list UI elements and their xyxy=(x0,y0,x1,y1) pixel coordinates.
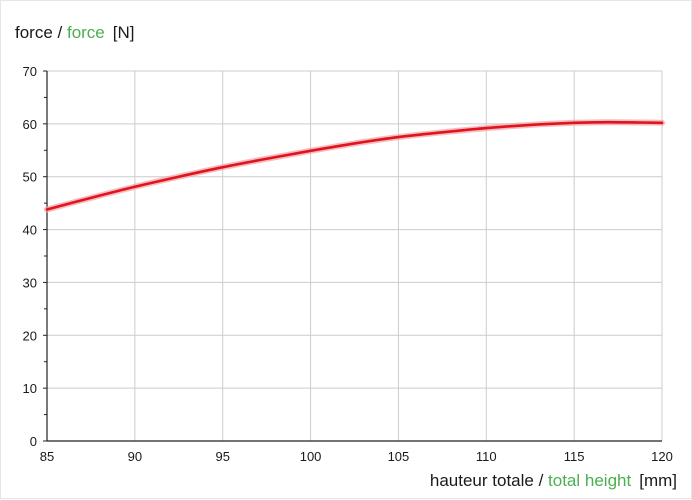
tick-labels: 85 90 95 100 105 110 115 120 0 10 20 30 40 50 60 70 xyxy=(23,64,673,464)
x-tick-label: 100 xyxy=(300,449,322,464)
y-tick-label: 60 xyxy=(23,117,37,132)
x-axis-unit: [mm] xyxy=(639,471,677,490)
axes xyxy=(43,70,662,442)
x-axis-label-sep: / xyxy=(533,471,549,490)
y-tick-label: 50 xyxy=(23,170,37,185)
x-tick-label: 120 xyxy=(651,449,673,464)
y-axis-label-sep: / xyxy=(52,23,67,42)
y-axis-unit: [N] xyxy=(112,23,135,42)
y-axis-label-fr: force xyxy=(15,23,53,42)
series-layer xyxy=(44,119,665,213)
y-tick-label: 70 xyxy=(23,64,37,79)
x-tick-label: 95 xyxy=(215,449,229,464)
series-line-glow xyxy=(44,119,665,213)
x-tick-label: 90 xyxy=(128,449,142,464)
y-axis-label: force / force [N] xyxy=(15,23,135,43)
y-tick-label: 30 xyxy=(23,275,37,290)
y-axis-label-en: force xyxy=(66,23,105,42)
grid-lines xyxy=(47,70,663,441)
series-line xyxy=(45,120,664,211)
x-tick-label: 85 xyxy=(40,449,54,464)
x-tick-label: 105 xyxy=(388,449,410,464)
x-tick-label: 110 xyxy=(476,449,497,464)
x-axis-label-en: total height xyxy=(548,471,632,490)
x-tick-label: 115 xyxy=(564,449,585,464)
x-axis-label-fr: hauteur totale xyxy=(429,471,534,490)
y-tick-label: 0 xyxy=(30,434,37,449)
y-tick-label: 40 xyxy=(23,223,37,238)
y-tick-label: 20 xyxy=(23,328,37,343)
y-tick-label: 10 xyxy=(23,381,37,396)
x-axis-label: hauteur totale / total height [mm] xyxy=(430,471,677,491)
